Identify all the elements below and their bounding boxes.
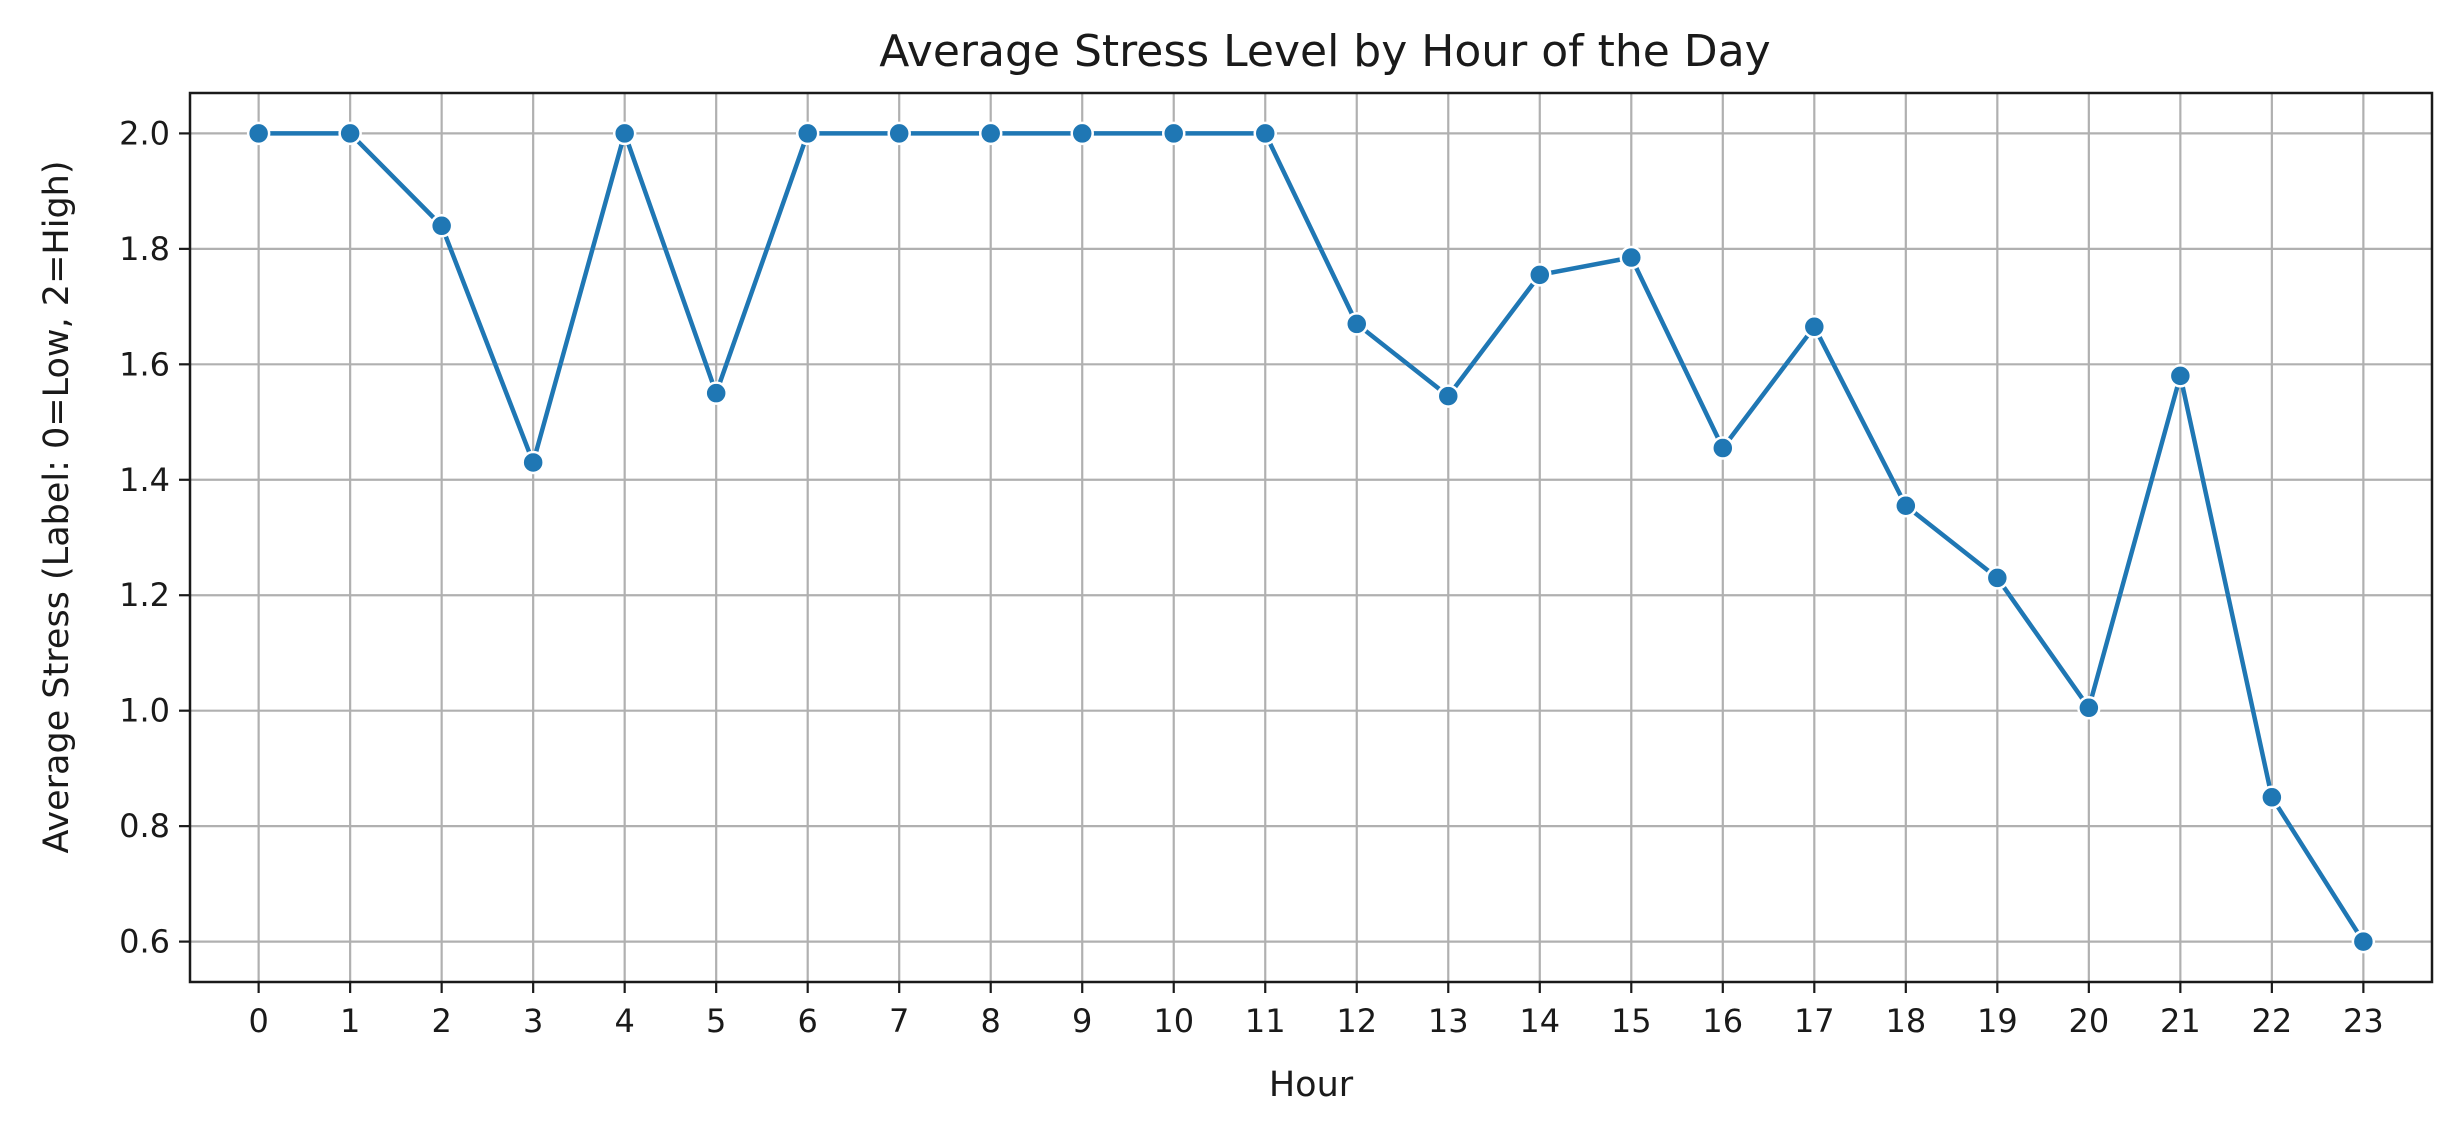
x-tick-label: 8 — [981, 1002, 1001, 1040]
data-point — [1802, 315, 1827, 339]
x-tick-label: 10 — [1153, 1002, 1194, 1040]
x-tick-label: 20 — [2068, 1002, 2109, 1040]
plot-frame — [188, 91, 2434, 984]
data-point — [429, 214, 454, 238]
x-tick-label: 23 — [2343, 1002, 2384, 1040]
plot-area-border — [188, 91, 2434, 984]
x-tick-label: 15 — [1611, 1002, 1652, 1040]
data-point — [521, 450, 545, 475]
series-line — [256, 131, 2366, 944]
data-point — [1161, 121, 1186, 146]
data-point — [887, 121, 911, 146]
data-point — [2351, 929, 2376, 954]
chart-title: Average Stress Level by Hour of the Day — [879, 26, 1770, 77]
data-point — [338, 121, 362, 146]
y-axis-label: Average Stress (Label: 0=Low, 2=High) — [37, 161, 77, 854]
y-tick-label: 0.6 — [119, 923, 170, 961]
data-point — [612, 121, 637, 146]
data-point — [2168, 364, 2193, 388]
grid-lines — [190, 93, 2432, 982]
x-tick-label: 21 — [2160, 1002, 2201, 1040]
data-point — [1070, 121, 1094, 146]
data-point — [795, 121, 820, 146]
data-point — [1528, 263, 1552, 287]
x-tick-label: 13 — [1428, 1002, 1469, 1040]
x-tick-label: 9 — [1072, 1002, 1092, 1040]
data-point — [1345, 312, 1369, 336]
data-point — [1894, 494, 1918, 518]
data-point — [1436, 384, 1461, 408]
data-point — [978, 121, 1003, 146]
data-point — [2077, 696, 2101, 720]
x-tick-label: 19 — [1977, 1002, 2018, 1040]
x-tick-label: 18 — [1885, 1002, 1926, 1040]
x-tick-label: 5 — [706, 1002, 726, 1040]
y-tick-label: 1.8 — [119, 230, 170, 268]
data-point — [1253, 121, 1277, 146]
x-tick-label: 2 — [431, 1002, 451, 1040]
x-axis-ticks: 0 1 2 3 4 5 6 7 8 9 10 11 12 13 14 15 16 17 18 19 20 21 22 23 — [248, 982, 2384, 1040]
data-point — [2260, 785, 2284, 810]
x-tick-label: 0 — [248, 1002, 268, 1040]
x-tick-label: 11 — [1245, 1002, 1286, 1040]
x-tick-label: 12 — [1336, 1002, 1377, 1040]
y-axis-ticks: 0.6 0.8 1.0 1.2 1.4 1.6 1.8 2.0 — [119, 114, 190, 961]
data-point — [1619, 245, 1644, 270]
x-tick-label: 22 — [2251, 1002, 2292, 1040]
x-tick-label: 3 — [523, 1002, 543, 1040]
y-tick-label: 1.0 — [119, 692, 170, 730]
y-tick-label: 2.0 — [119, 114, 170, 152]
x-tick-label: 16 — [1702, 1002, 1743, 1040]
y-tick-label: 1.6 — [119, 345, 170, 383]
data-series — [246, 121, 2376, 954]
data-point — [1985, 566, 2010, 590]
data-point — [704, 381, 728, 405]
x-axis-label: Hour — [1269, 1065, 1354, 1105]
y-tick-label: 0.8 — [119, 807, 170, 845]
x-tick-label: 17 — [1794, 1002, 1835, 1040]
y-tick-label: 1.2 — [119, 576, 170, 614]
x-tick-label: 1 — [340, 1002, 360, 1040]
y-tick-label: 1.4 — [119, 461, 170, 499]
x-tick-label: 4 — [614, 1002, 634, 1040]
x-tick-label: 6 — [798, 1002, 818, 1040]
data-point — [246, 121, 271, 146]
x-tick-label: 7 — [889, 1002, 909, 1040]
x-tick-label: 14 — [1519, 1002, 1560, 1040]
data-point — [1711, 436, 1735, 460]
